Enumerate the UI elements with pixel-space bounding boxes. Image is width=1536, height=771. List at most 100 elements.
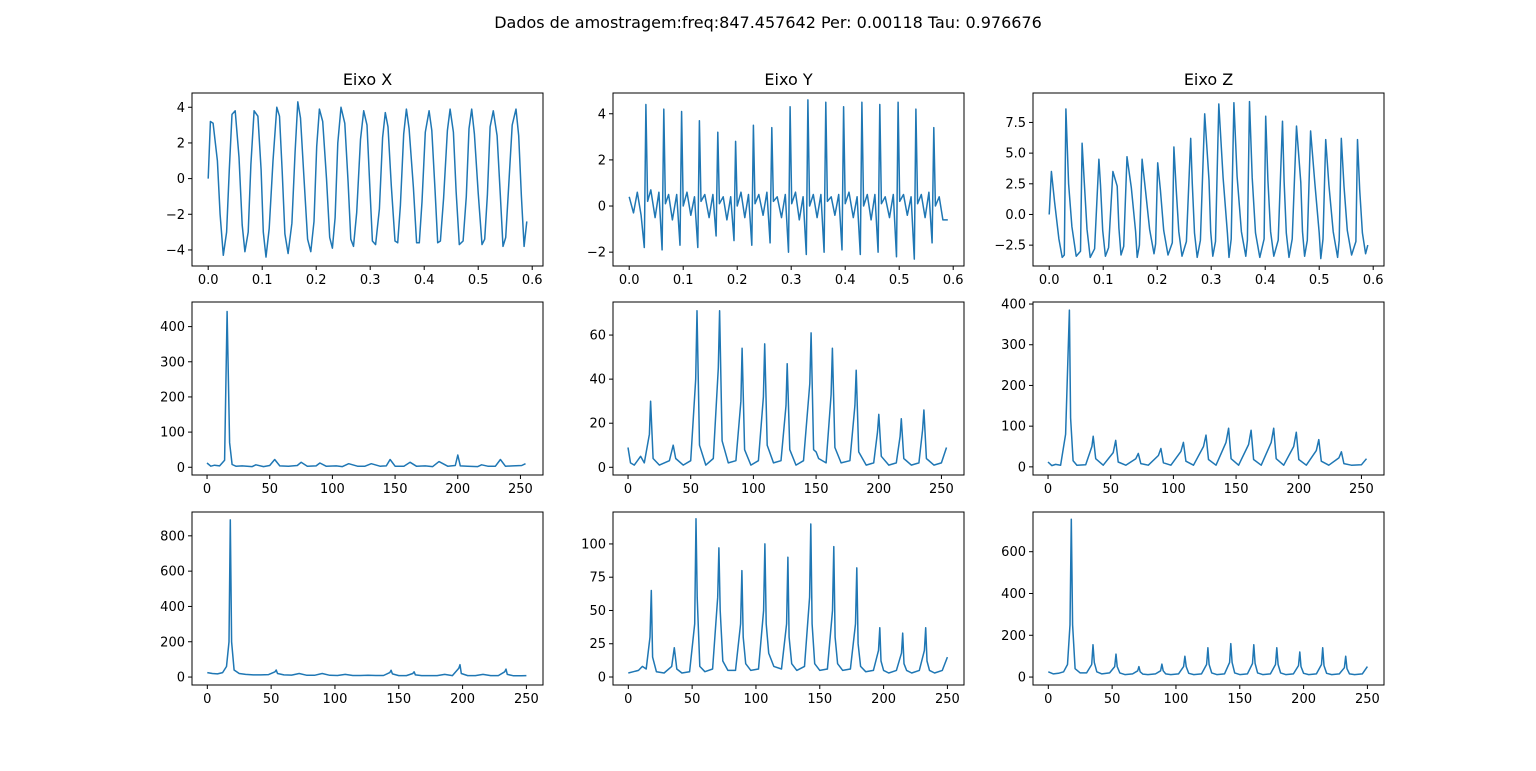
y-tick-label: 800	[160, 529, 185, 544]
x-tick-label: 250	[929, 482, 954, 497]
subplot-title: Eixo Z	[1184, 70, 1233, 89]
y-tick-label: 0	[598, 461, 606, 476]
y-tick-label: 2.5	[1005, 177, 1026, 192]
y-tick-label: 600	[1001, 545, 1026, 560]
axes-frame	[612, 511, 965, 686]
x-tick-label: 150	[807, 692, 832, 707]
y-tick-label: 400	[1001, 587, 1026, 602]
x-tick-label: 200	[445, 482, 470, 497]
subplot-title: Eixo X	[343, 70, 392, 89]
x-tick-label: 100	[1164, 692, 1189, 707]
x-tick-label: 0.1	[1093, 273, 1114, 288]
x-tick-label: 0.5	[1309, 273, 1330, 288]
y-tick-label: 400	[160, 320, 185, 335]
x-tick-label: 250	[508, 482, 533, 497]
axes-frame	[1032, 511, 1385, 686]
x-tick-label: 0.4	[835, 273, 856, 288]
y-tick-label: 0	[177, 671, 185, 686]
series-line	[207, 519, 527, 677]
y-tick-label: 300	[160, 355, 185, 370]
axes-frame	[1032, 92, 1385, 267]
series-line	[1047, 309, 1368, 467]
x-tick-label: 50	[682, 482, 699, 497]
x-tick-label: 0.6	[522, 273, 543, 288]
x-tick-label: 150	[386, 692, 411, 707]
y-tick-label: 60	[589, 329, 606, 344]
x-tick-label: 100	[744, 692, 769, 707]
y-tick-label: 200	[160, 635, 185, 650]
x-tick-label: 50	[684, 692, 701, 707]
x-tick-label: 50	[1102, 482, 1119, 497]
figure-title: Dados de amostragem:freq:847.457642 Per:…	[494, 13, 1042, 32]
x-tick-label: 250	[1355, 692, 1380, 707]
y-tick-label: 100	[160, 426, 185, 441]
series-line	[207, 101, 528, 258]
x-tick-label: 0	[1044, 692, 1052, 707]
x-tick-label: 0.3	[781, 273, 802, 288]
x-tick-label: 0.0	[619, 273, 640, 288]
y-tick-label: −2.5	[994, 239, 1026, 254]
x-tick-label: 0	[203, 482, 211, 497]
x-tick-label: 0.4	[1255, 273, 1276, 288]
subplot-r1c2: 0 50 100 150 200 250 0 100 200 300 400	[1001, 298, 1385, 497]
x-tick-label: 250	[935, 692, 960, 707]
subplot-r1c1: 0 50 100 150 200 250 0 20 40 60	[589, 301, 965, 497]
subplot-r2c1: 0 50 100 150 200 250 0 25 50 75 100	[581, 511, 965, 707]
x-tick-label: 0	[624, 482, 632, 497]
y-tick-label: 0	[177, 461, 185, 476]
x-tick-label: 0.1	[673, 273, 694, 288]
x-tick-label: 50	[261, 482, 278, 497]
series-line	[628, 517, 949, 674]
x-tick-label: 150	[383, 482, 408, 497]
series-line	[1048, 100, 1369, 260]
y-tick-label: 50	[589, 604, 606, 619]
x-tick-label: 0.2	[1147, 273, 1168, 288]
x-tick-label: 0.6	[943, 273, 964, 288]
series-line	[1048, 518, 1369, 676]
y-tick-label: 400	[1001, 298, 1026, 313]
x-tick-label: 250	[514, 692, 539, 707]
y-tick-label: 400	[160, 600, 185, 615]
x-tick-label: 0.4	[414, 273, 435, 288]
subplot-r0c1: Eixo Y 0.0 0.1 0.2 0.3 0.4 0.5 0.6 −2 0 2 4	[587, 70, 965, 288]
y-tick-label: 2	[598, 153, 606, 168]
y-tick-label: 0	[177, 172, 185, 187]
y-tick-label: 75	[589, 571, 606, 586]
x-tick-label: 100	[1161, 482, 1186, 497]
y-tick-label: 0	[1018, 460, 1026, 475]
x-tick-label: 150	[1224, 482, 1249, 497]
y-tick-label: 0	[598, 671, 606, 686]
subplot-r1c0: 0 50 100 150 200 250 0 100 200 300 400	[160, 301, 544, 497]
y-tick-label: 25	[589, 637, 606, 652]
y-tick-label: −2	[166, 208, 185, 223]
subplot-title: Eixo Y	[764, 70, 812, 89]
axes-frame	[191, 92, 544, 267]
x-tick-label: 100	[323, 692, 348, 707]
y-tick-label: 200	[1001, 379, 1026, 394]
subplot-r2c2: 0 50 100 150 200 250 0 200 400 600	[1001, 511, 1385, 707]
y-tick-label: 4	[598, 107, 606, 122]
y-tick-label: −2	[587, 246, 606, 261]
y-tick-label: 200	[1001, 629, 1026, 644]
series-line	[206, 310, 526, 468]
x-tick-label: 200	[866, 482, 891, 497]
x-tick-label: 150	[1227, 692, 1252, 707]
y-tick-label: 100	[581, 537, 606, 552]
x-tick-label: 200	[1291, 692, 1316, 707]
y-tick-label: 100	[1001, 420, 1026, 435]
subplot-r0c0: Eixo X 0.0 0.1 0.2 0.3 0.4 0.5 0.6 −4 −2 0 2 4	[166, 70, 544, 288]
x-tick-label: 200	[450, 692, 475, 707]
x-tick-label: 250	[1349, 482, 1374, 497]
x-tick-label: 200	[1286, 482, 1311, 497]
x-tick-label: 0.2	[306, 273, 327, 288]
y-tick-label: 40	[589, 373, 606, 388]
x-tick-label: 0.0	[198, 273, 219, 288]
x-tick-label: 100	[320, 482, 345, 497]
x-tick-label: 0	[203, 692, 211, 707]
x-tick-label: 150	[804, 482, 829, 497]
y-tick-label: 600	[160, 565, 185, 580]
x-tick-label: 200	[871, 692, 896, 707]
x-tick-label: 100	[741, 482, 766, 497]
